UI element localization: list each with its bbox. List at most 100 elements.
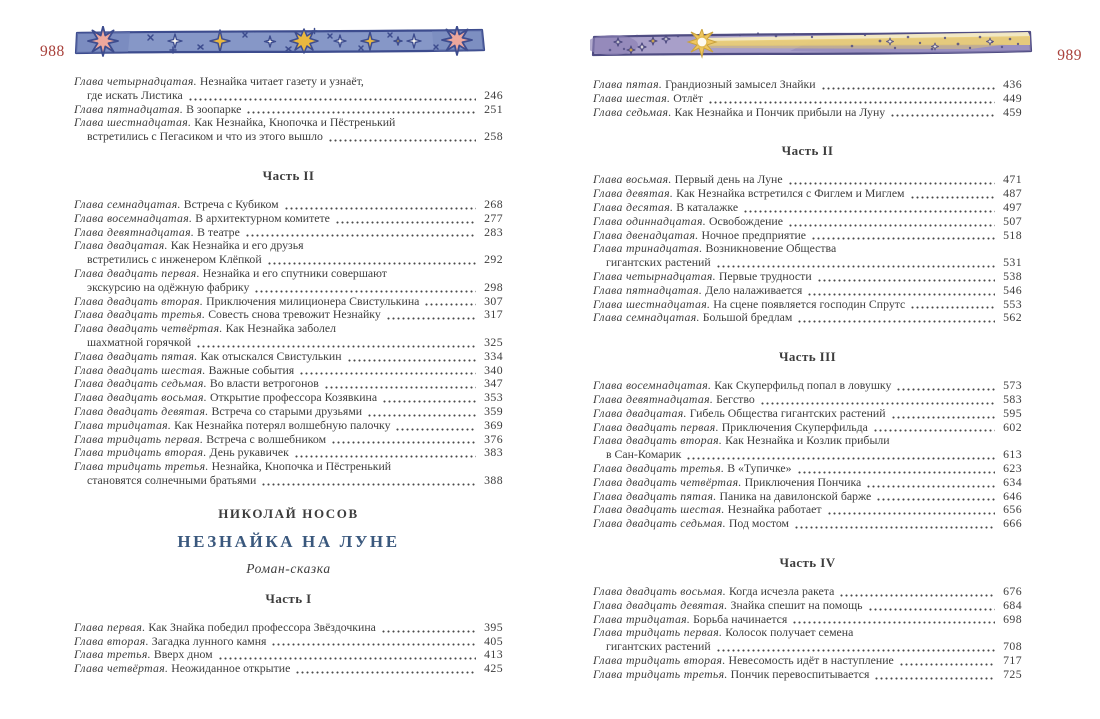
chapter-label: Глава двадцать восьмая. (593, 583, 727, 598)
toc-entry-text: Глава седьмая. Как Незнайка и Пончик при… (593, 105, 885, 120)
dot-leader-icon (283, 205, 476, 210)
dot-leader-icon (271, 642, 476, 647)
page-ref: 602 (1003, 419, 1022, 434)
page-ref: 405 (484, 633, 503, 648)
dot-leader-icon (820, 85, 995, 90)
toc-entry: Глава восемнадцатая. В архитектурном ком… (74, 211, 503, 226)
dot-leader-icon (244, 233, 476, 238)
chapter-title: Встреча со старыми друзьями (211, 403, 363, 418)
heading-part: Часть IV (779, 554, 836, 570)
toc-entry-text: Глава шестнадцатая. На сцене появляется … (593, 297, 905, 312)
chapter-label: Глава десятая. (593, 199, 674, 214)
chapter-title: Приключения Пончика (744, 474, 862, 489)
heading-author: НИКОЛАЙ НОСОВ (218, 505, 359, 521)
chapter-label: Глава вторая. (74, 633, 149, 648)
dot-leader-icon (331, 440, 476, 445)
toc-entry-text: Глава двадцать первая. Незнайка и его сп… (74, 265, 387, 281)
toc-entry: Глава шестнадцатая. На сцене появляется … (593, 296, 1022, 312)
chapter-title: Колосок получает семена (725, 625, 854, 640)
toc-entry: Глава двадцатая. Как Незнайка и его друз… (74, 238, 503, 253)
page-ref: 325 (484, 334, 503, 349)
dot-leader-icon (217, 656, 476, 661)
toc-entry: Глава двадцать первая. Приключения Скупе… (593, 419, 1022, 435)
page-ref: 676 (1003, 583, 1022, 598)
chapter-title: Освобождение (708, 213, 783, 228)
chapter-label: Глава тридцать вторая. (74, 445, 207, 460)
toc-entry-text: Глава двадцать девятая. Встреча со стары… (74, 403, 363, 419)
toc-entry-text: Глава тридцать первая. Встреча с волшебн… (74, 432, 326, 447)
page-ref: 369 (484, 417, 503, 432)
toc-entry-text: Глава двадцать третья. Совесть снова тре… (74, 307, 381, 322)
chapter-title: Первый день на Луне (674, 172, 783, 187)
toc-entry: Глава десятая. В каталажке 497 (593, 199, 1022, 215)
chapter-label: Глава четвёртая. (74, 661, 169, 676)
chapter-title: Первые трудности (718, 268, 812, 283)
toc-entry: Глава вторая. Загадка лунного камня 405 (74, 633, 503, 649)
dot-leader-icon (866, 483, 995, 488)
toc-entry: Глава двадцать третья. В «Тупичке» 623 (593, 461, 1022, 476)
toc-entry-text: Глава тридцать первая. Колосок получает … (593, 625, 854, 640)
toc-entry: Глава тридцатая. Как Незнайка потерял во… (74, 417, 503, 433)
chapter-label: Глава двадцать четвёртая. (74, 321, 223, 336)
chapter-title: В зоопарке (186, 101, 242, 116)
chapter-label: Глава четырнадцатая. (74, 74, 197, 88)
dot-leader-icon (715, 647, 995, 652)
toc-entry-text: Глава тринадцатая. Возникновение Обществ… (593, 241, 836, 256)
chapter-label: Глава первая. (74, 619, 146, 634)
toc-entry: Глава двадцать четвёртая. Как Незнайка з… (74, 321, 503, 336)
chapter-label: Глава пятнадцатая. (74, 101, 184, 116)
toc-entry: Глава двадцать шестая. Важные события 340 (74, 363, 503, 378)
toc-entry: Глава двадцать пятая. Как отыскался Свис… (74, 348, 503, 364)
toc-entry-text: Глава девятнадцатая. В театре (74, 225, 240, 240)
toc-entry: Глава шестая. Отлёт 449 (593, 91, 1022, 106)
toc-entry-text: Глава пятнадцатая. Дело налаживается (593, 282, 802, 298)
toc-entry-text: Глава шестнадцатая. Как Незнайка, Кнопоч… (74, 115, 396, 130)
dot-leader-icon (707, 99, 995, 104)
toc-entry: Глава семнадцатая. Большой бредлам 562 (593, 310, 1022, 325)
dot-leader-icon (254, 288, 476, 293)
page-ref: 553 (1003, 296, 1022, 311)
toc-entry: Глава двадцать пятая. Паника на давилонс… (593, 489, 1022, 504)
chapter-title-wrap: в Сан-Комарик (606, 447, 682, 462)
dot-leader-icon (796, 469, 995, 474)
chapter-title: Незнайка и его спутники совершают (202, 265, 387, 280)
page-ref: 562 (1003, 310, 1022, 325)
chapter-title: Как отыскался Свистулькин (200, 348, 342, 363)
chapter-title: Как Незнайка потерял волшебную палочку (174, 417, 391, 432)
dot-leader-icon (811, 236, 995, 241)
chapter-title-wrap: гигантских растений (606, 639, 711, 654)
toc-entry-text: Глава двадцать вторая. Приключения милиц… (74, 294, 419, 309)
page-ref: 251 (484, 101, 503, 116)
chapter-title: Неожиданное открытие (171, 661, 291, 676)
chapter-title: Как Скуперфильд попал в ловушку (714, 378, 892, 393)
page-ref: 376 (484, 431, 503, 446)
chapter-label: Глава двадцать первая. (593, 419, 719, 434)
toc-entry-continuation: становятся солнечными братьями 388 (74, 472, 503, 488)
chapter-title: Как Незнайка заболел (225, 321, 337, 336)
toc-entry-text: Глава тридцать вторая. Невесомость идёт … (593, 653, 894, 668)
page-ref: 388 (484, 472, 503, 487)
heading-part: Часть I (265, 590, 312, 606)
chapter-label: Глава пятнадцатая. (593, 282, 703, 297)
toc-entry-text: Глава семнадцатая. Большой бредлам (593, 310, 792, 325)
dot-leader-icon (346, 357, 476, 362)
chapter-title: Гибель Общества гигантских растений (689, 405, 886, 420)
dot-leader-icon (715, 263, 995, 268)
dot-leader-icon (792, 620, 995, 625)
chapter-title: Как Незнайка, Кнопочка и Пёстренький (194, 115, 396, 130)
toc-entry: Глава двадцать шестая. Незнайка работает… (593, 502, 1022, 517)
toc-entry: Глава двадцать восьмая. Когда исчезла ра… (593, 583, 1022, 599)
comet-band-icon (590, 29, 1034, 60)
dot-leader-icon (839, 592, 995, 597)
dot-leader-icon (295, 669, 476, 674)
page-ref: 595 (1003, 405, 1022, 420)
toc-entry: Глава девятая. Как Незнайка встретился с… (593, 186, 1022, 201)
toc-entry: Глава третья. Вверх дном 413 (74, 647, 503, 662)
toc-entry-continuation: встретились с инженером Клёпкой 292 (74, 252, 503, 267)
page-ref: 334 (484, 348, 503, 363)
chapter-title: Незнайка читает газету и узнаёт, (199, 74, 364, 88)
toc-entry: Глава двадцать девятая. Знайка спешит на… (593, 598, 1022, 613)
chapter-label: Глава двадцать пятая. (74, 348, 198, 363)
toc-entry-text: Глава тридцатая. Как Незнайка потерял во… (74, 417, 391, 433)
